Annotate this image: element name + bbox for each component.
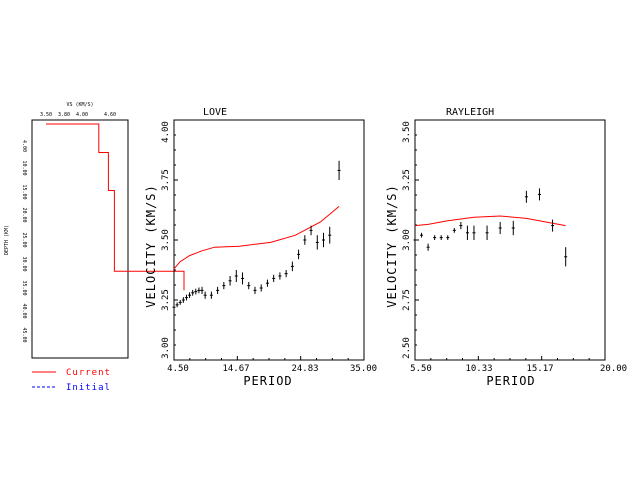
vs-plot-frame	[31, 119, 129, 359]
love-y-tick-label: 3.25	[161, 289, 171, 311]
rayleigh-x-tick-label: 5.50	[410, 364, 432, 374]
love-x-ticks	[173, 119, 365, 361]
love-y-tick-label: 3.75	[161, 169, 171, 191]
love-x-tick-label: 14.67	[222, 364, 249, 374]
love-plot-frame	[173, 119, 365, 361]
legend-initial-label: Initial	[66, 383, 111, 393]
vs-y-tick-label: 15.00	[21, 184, 27, 199]
rayleigh-y-tick-label: 2.50	[402, 337, 412, 359]
love-x-axis-label: PERIOD	[243, 374, 292, 388]
vs-y-axis-label: DEPTH (KM)	[4, 225, 10, 255]
vs-y-tick-label: 30.00	[21, 256, 27, 271]
rayleigh-panel: RAYLEIGH 5.50 10.33 15.17 20.00 2.50 2.7…	[385, 107, 627, 388]
love-y-tick-label: 3.00	[161, 337, 171, 359]
rayleigh-x-tick-label: 10.33	[465, 364, 492, 374]
rayleigh-title: RAYLEIGH	[446, 107, 494, 118]
rayleigh-y-tick-label: 2.75	[402, 289, 412, 311]
love-observed-points	[172, 160, 341, 310]
vs-y-tick-label: 25.00	[21, 232, 27, 247]
vs-x-tick-label: 4.60	[104, 112, 116, 118]
vs-panel: VS (KM/S) 3.50 3.80 4.00 4.60 4.00 10.00…	[4, 102, 185, 359]
legend: Current Initial	[32, 368, 111, 393]
vs-y-tick-label: 45.00	[21, 327, 27, 342]
rayleigh-y-axis-label: VELOCITY (KM/S)	[385, 184, 399, 307]
vs-y-tick-label: 10.00	[21, 160, 27, 175]
rayleigh-observed-points	[413, 188, 568, 267]
rayleigh-x-ticks	[414, 119, 606, 361]
love-x-tick-label: 35.00	[350, 364, 377, 374]
vs-x-tick-label: 3.50	[40, 112, 52, 118]
legend-current-label: Current	[66, 368, 111, 378]
love-y-axis-label: VELOCITY (KM/S)	[144, 184, 158, 307]
love-x-tick-label: 4.50	[167, 364, 189, 374]
vs-x-tick-label: 3.80	[58, 112, 70, 118]
vs-current-profile-line	[46, 123, 185, 291]
love-panel: LOVE 4.50 14.67 24.83 35.00 3.00 3.25 3.…	[144, 107, 377, 388]
vs-y-tick-label: 40.00	[21, 303, 27, 318]
rayleigh-plot-frame	[414, 119, 606, 361]
rayleigh-y-tick-label: 3.25	[402, 169, 412, 191]
love-current-curve	[173, 206, 340, 270]
love-y-tick-label: 4.00	[161, 121, 171, 143]
love-x-tick-label: 24.83	[291, 364, 318, 374]
rayleigh-x-axis-label: PERIOD	[486, 374, 535, 388]
rayleigh-y-tick-label: 3.50	[402, 121, 412, 143]
vs-y-tick-label: 4.00	[21, 140, 27, 152]
love-y-tick-label: 3.50	[161, 229, 171, 251]
rayleigh-x-tick-label: 15.17	[526, 364, 553, 374]
vs-x-tick-label: 4.00	[76, 112, 88, 118]
vs-x-axis-label: VS (KM/S)	[66, 102, 93, 108]
love-title: LOVE	[203, 107, 227, 118]
rayleigh-y-tick-label: 3.00	[402, 229, 412, 251]
rayleigh-x-tick-label: 20.00	[600, 364, 627, 374]
rayleigh-current-curve	[414, 215, 566, 227]
vs-y-tick-label: 35.00	[21, 280, 27, 295]
vs-y-tick-label: 20.00	[21, 207, 27, 222]
